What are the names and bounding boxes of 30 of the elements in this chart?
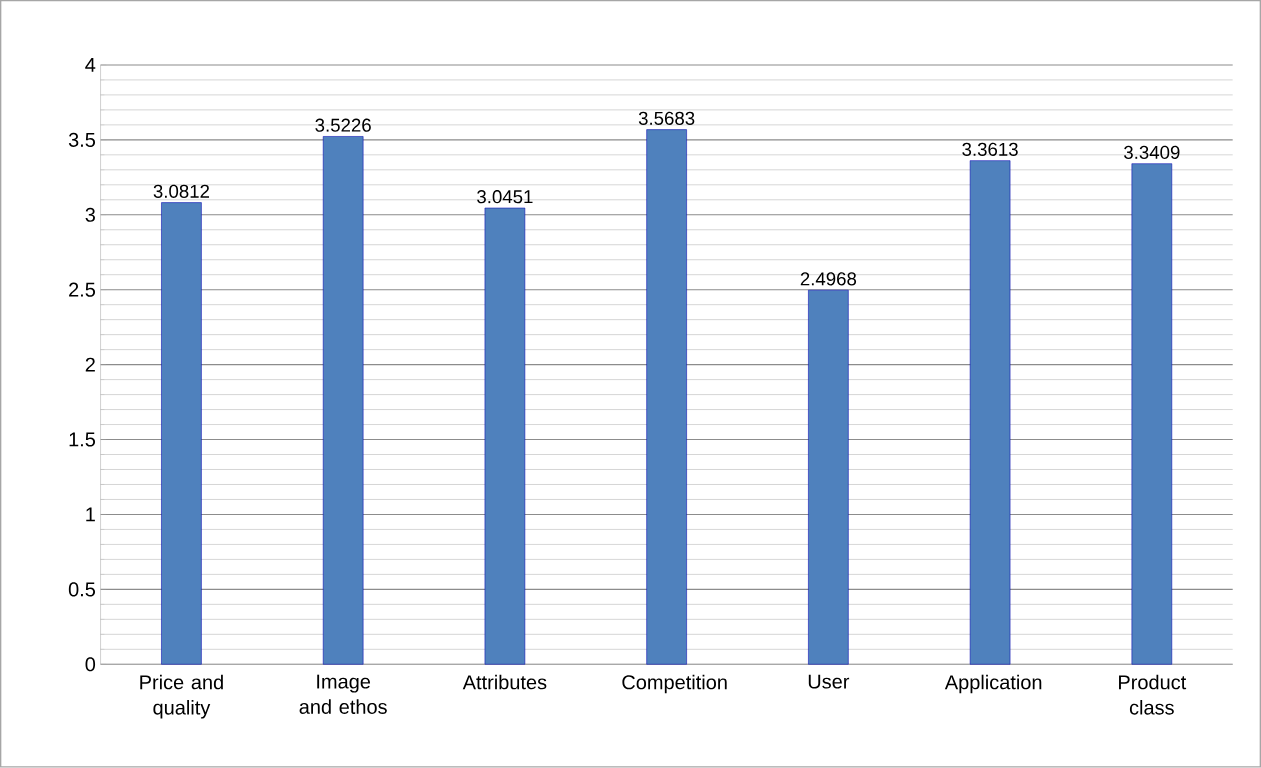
x-tick-label: Product class: [1119, 674, 1187, 715]
x-tick-label: Image and ethos: [299, 674, 387, 715]
y-tick-label: 4: [85, 58, 96, 73]
y-tick-label: 1: [86, 507, 95, 522]
y-tick-label: 3: [85, 207, 95, 223]
y-tick-label: 0: [85, 657, 96, 672]
x-tick-label: User: [808, 674, 850, 689]
y-tick-label: 1.5: [69, 432, 96, 447]
y-tick-label: 2.5: [69, 282, 96, 297]
data-label: 3.0451: [477, 190, 533, 204]
x-tick-label: Application: [944, 674, 1042, 694]
data-label: 3.5226: [315, 118, 371, 132]
bar: [1131, 163, 1173, 665]
y-tick-label: 0.5: [68, 582, 96, 597]
bar: [808, 290, 849, 665]
bar: [322, 136, 364, 665]
x-tick-label: Attributes: [462, 674, 547, 690]
y-tick-label: 3.5: [68, 133, 96, 148]
data-label: 3.5683: [638, 111, 695, 126]
bar: [161, 202, 202, 665]
data-label: 3.3613: [962, 142, 1018, 157]
data-label: 3.3409: [1124, 146, 1180, 160]
data-label: 2.4968: [800, 272, 857, 286]
data-label: 3.0812: [153, 184, 210, 199]
bar: [646, 129, 687, 665]
bar: [969, 160, 1011, 665]
y-tick-label: 2: [85, 357, 95, 372]
x-tick-label: Competition: [622, 674, 727, 694]
x-tick-label: Price and quality: [140, 674, 223, 719]
bar: [484, 207, 526, 665]
